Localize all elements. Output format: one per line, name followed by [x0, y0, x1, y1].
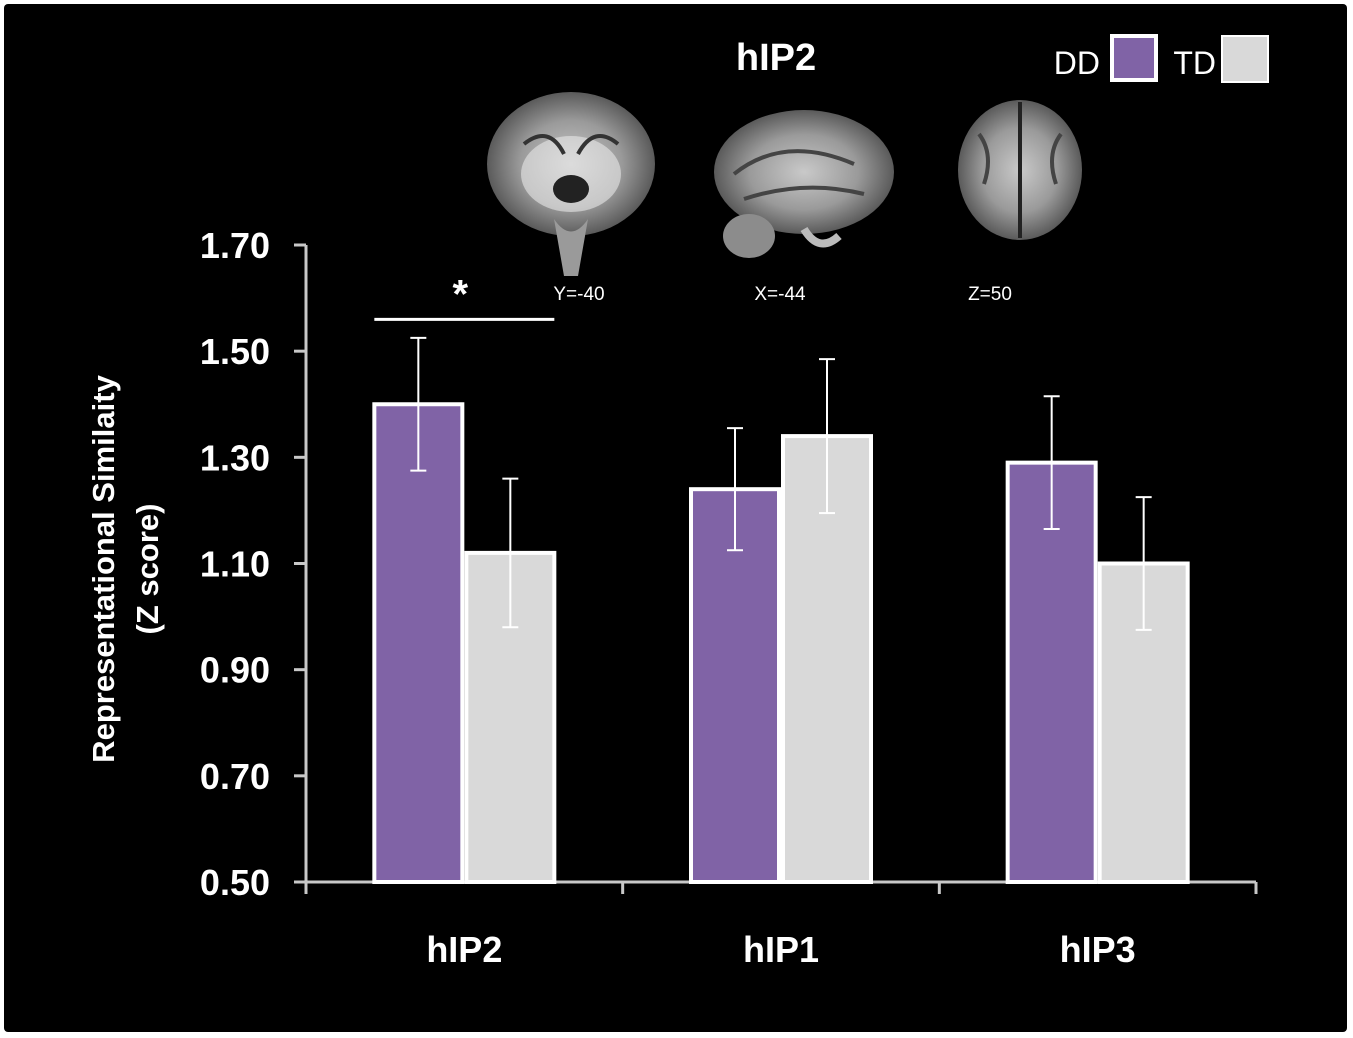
y-tick-label: 1.10 [200, 544, 270, 585]
bar-chart: hIP2 Y=-40 X=-44 Z=50 DD TD [86, 34, 1269, 970]
coronal-brain-slice [487, 92, 655, 276]
axes: 0.50 0.70 0.90 1.10 1.30 1.50 1.70 hIP2 hIP1 hIP3 [200, 225, 1258, 970]
sagittal-brain-slice [714, 110, 894, 258]
x-tick-label: hIP2 [426, 929, 502, 970]
y-axis-title-line-1: Representational Similaity [86, 374, 121, 762]
y-tick-label: 0.70 [200, 756, 270, 797]
legend-label-dd: DD [1054, 45, 1100, 81]
y-tick-label: 1.70 [200, 225, 270, 266]
y-tick-label: 0.90 [200, 650, 270, 691]
y-tick-label: 1.50 [200, 331, 270, 372]
bars [372, 336, 1190, 885]
x-tick-label: hIP3 [1060, 929, 1136, 970]
legend: DD TD [1054, 34, 1269, 83]
legend-label-td: TD [1173, 45, 1216, 81]
significance-annotation: * [374, 272, 555, 321]
y-tick-label: 0.50 [200, 862, 270, 903]
inset-title: hIP2 [736, 37, 816, 79]
coronal-slice-label: Y=-40 [553, 284, 604, 305]
axial-brain-slice [958, 100, 1082, 240]
x-tick-label: hIP1 [743, 929, 819, 970]
figure-background: hIP2 Y=-40 X=-44 Z=50 DD TD [4, 4, 1347, 1032]
y-axis-title-line-2: (Z score) [130, 504, 165, 635]
significance-star: * [453, 272, 469, 316]
axial-slice-label: Z=50 [968, 284, 1012, 305]
y-tick-label: 1.30 [200, 437, 270, 478]
legend-swatch-td [1221, 35, 1269, 83]
bar-dd-hip3 [1005, 460, 1098, 884]
sagittal-slice-label: X=-44 [754, 284, 806, 305]
legend-swatch-dd [1110, 34, 1158, 82]
bar-dd-hip2 [372, 402, 465, 884]
